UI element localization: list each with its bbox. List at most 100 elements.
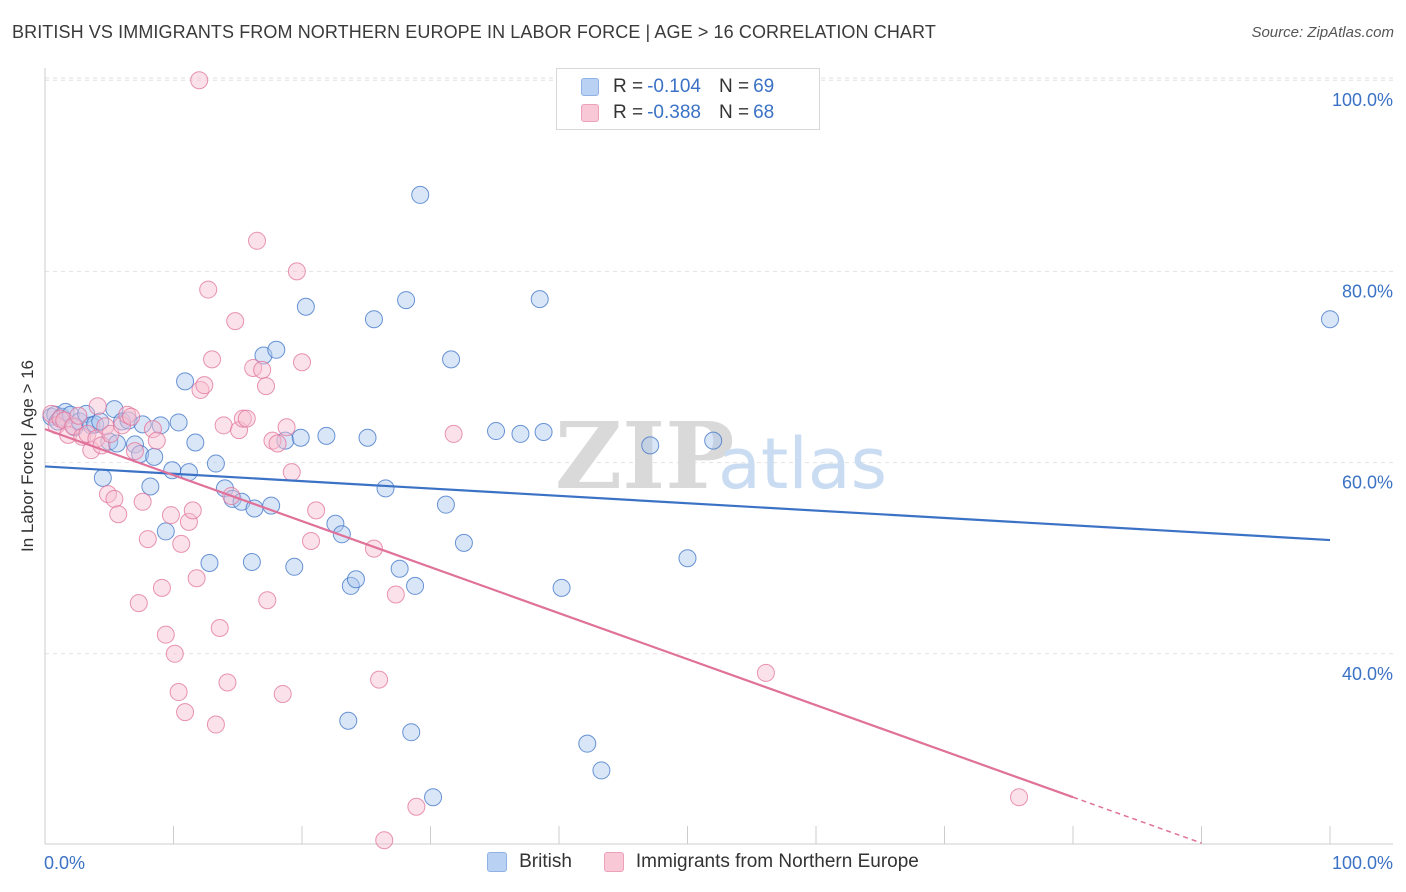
data-point <box>1010 788 1029 807</box>
data-point <box>210 618 229 637</box>
legend-label-northern: Immigrants from Northern Europe <box>635 851 919 872</box>
data-point <box>390 559 409 578</box>
data-point <box>152 578 171 597</box>
data-point <box>277 418 296 437</box>
data-point <box>1321 310 1339 329</box>
data-point <box>511 424 530 443</box>
data-point <box>257 377 276 396</box>
data-point <box>293 353 311 372</box>
data-point <box>263 431 282 450</box>
axes <box>44 68 1393 845</box>
data-point <box>424 788 443 807</box>
data-point <box>534 423 553 442</box>
data-point <box>397 291 416 310</box>
r-value: -0.104 <box>647 76 701 97</box>
data-point <box>402 723 421 742</box>
data-point <box>487 422 506 441</box>
data-point <box>125 442 144 461</box>
data-point <box>678 549 697 568</box>
data-point <box>253 360 272 379</box>
data-point <box>358 428 377 447</box>
series-legend: British Immigrants from Northern Europe <box>0 851 1406 873</box>
data-point <box>199 280 218 299</box>
data-point <box>237 409 256 428</box>
data-point <box>206 715 225 734</box>
x-tick-label-max: 100.0% <box>1332 853 1393 873</box>
data-point <box>454 533 473 552</box>
data-point <box>248 231 267 250</box>
data-point <box>200 553 219 572</box>
data-point <box>578 734 597 753</box>
y-axis-label: In Labor Force | Age > 16 <box>18 359 37 553</box>
trend-line-northern <box>44 428 1074 799</box>
data-point <box>296 297 315 316</box>
r-value: -0.388 <box>647 102 701 123</box>
legend-label-british: British <box>519 851 572 872</box>
data-point <box>190 71 209 90</box>
data-point <box>179 512 198 531</box>
data-point <box>364 310 383 329</box>
data-point <box>375 831 394 850</box>
data-point <box>370 670 389 689</box>
data-point <box>258 591 277 610</box>
data-point <box>307 501 326 520</box>
data-point <box>233 409 252 428</box>
r-label: R = <box>613 102 644 123</box>
n-value: 69 <box>753 76 775 97</box>
n-value: 68 <box>753 102 775 123</box>
data-point <box>107 434 126 453</box>
data-point <box>339 711 358 730</box>
y-tick-label: 40.0% <box>1342 664 1393 684</box>
data-point <box>129 594 148 613</box>
data-point <box>145 447 164 466</box>
y-tick-label: 60.0% <box>1342 473 1393 493</box>
data-point <box>262 496 281 515</box>
data-point <box>203 350 222 369</box>
data-point <box>406 576 425 595</box>
data-point <box>386 585 405 604</box>
legend-item-british[interactable]: British <box>487 851 572 873</box>
data-point <box>287 262 306 281</box>
y-tick-label: 80.0% <box>1342 281 1393 301</box>
data-point <box>301 531 320 550</box>
data-point <box>273 684 292 703</box>
legend-row-northern: R = -0.388 N = 68 <box>581 100 774 126</box>
data-point <box>109 505 128 524</box>
data-point <box>69 406 88 425</box>
correlation-legend: R = -0.104 N = 69 R = -0.388 N = 68 <box>556 68 820 130</box>
data-point <box>169 683 188 702</box>
data-point <box>176 372 195 391</box>
data-point <box>411 185 430 204</box>
y-tick-label: 100.0% <box>1332 90 1393 110</box>
british-swatch <box>581 78 599 96</box>
data-point <box>407 797 426 816</box>
data-point <box>285 557 304 576</box>
data-point <box>317 426 336 445</box>
trend-line-british <box>44 465 1331 542</box>
data-point <box>91 412 110 431</box>
legend-item-northern[interactable]: Immigrants from Northern Europe <box>603 851 919 873</box>
northern-swatch <box>603 852 624 872</box>
data-point <box>169 413 188 432</box>
data-point <box>156 625 175 644</box>
data-point <box>64 417 83 436</box>
data-point <box>346 570 365 589</box>
data-point <box>592 761 611 780</box>
data-point <box>138 530 157 549</box>
watermark-zip: ZIP <box>555 402 734 510</box>
data-point <box>226 312 245 331</box>
data-point <box>214 416 233 435</box>
source-label: Source: ZipAtlas.com <box>1251 24 1394 41</box>
data-point <box>105 489 124 508</box>
data-point <box>133 492 152 511</box>
data-point <box>186 433 205 452</box>
data-point <box>195 376 214 395</box>
data-point <box>165 644 184 663</box>
data-point <box>161 506 180 525</box>
data-point <box>141 477 160 496</box>
data-point <box>156 522 175 541</box>
data-point <box>267 340 286 359</box>
data-point <box>206 454 225 473</box>
northern-swatch <box>581 104 599 122</box>
